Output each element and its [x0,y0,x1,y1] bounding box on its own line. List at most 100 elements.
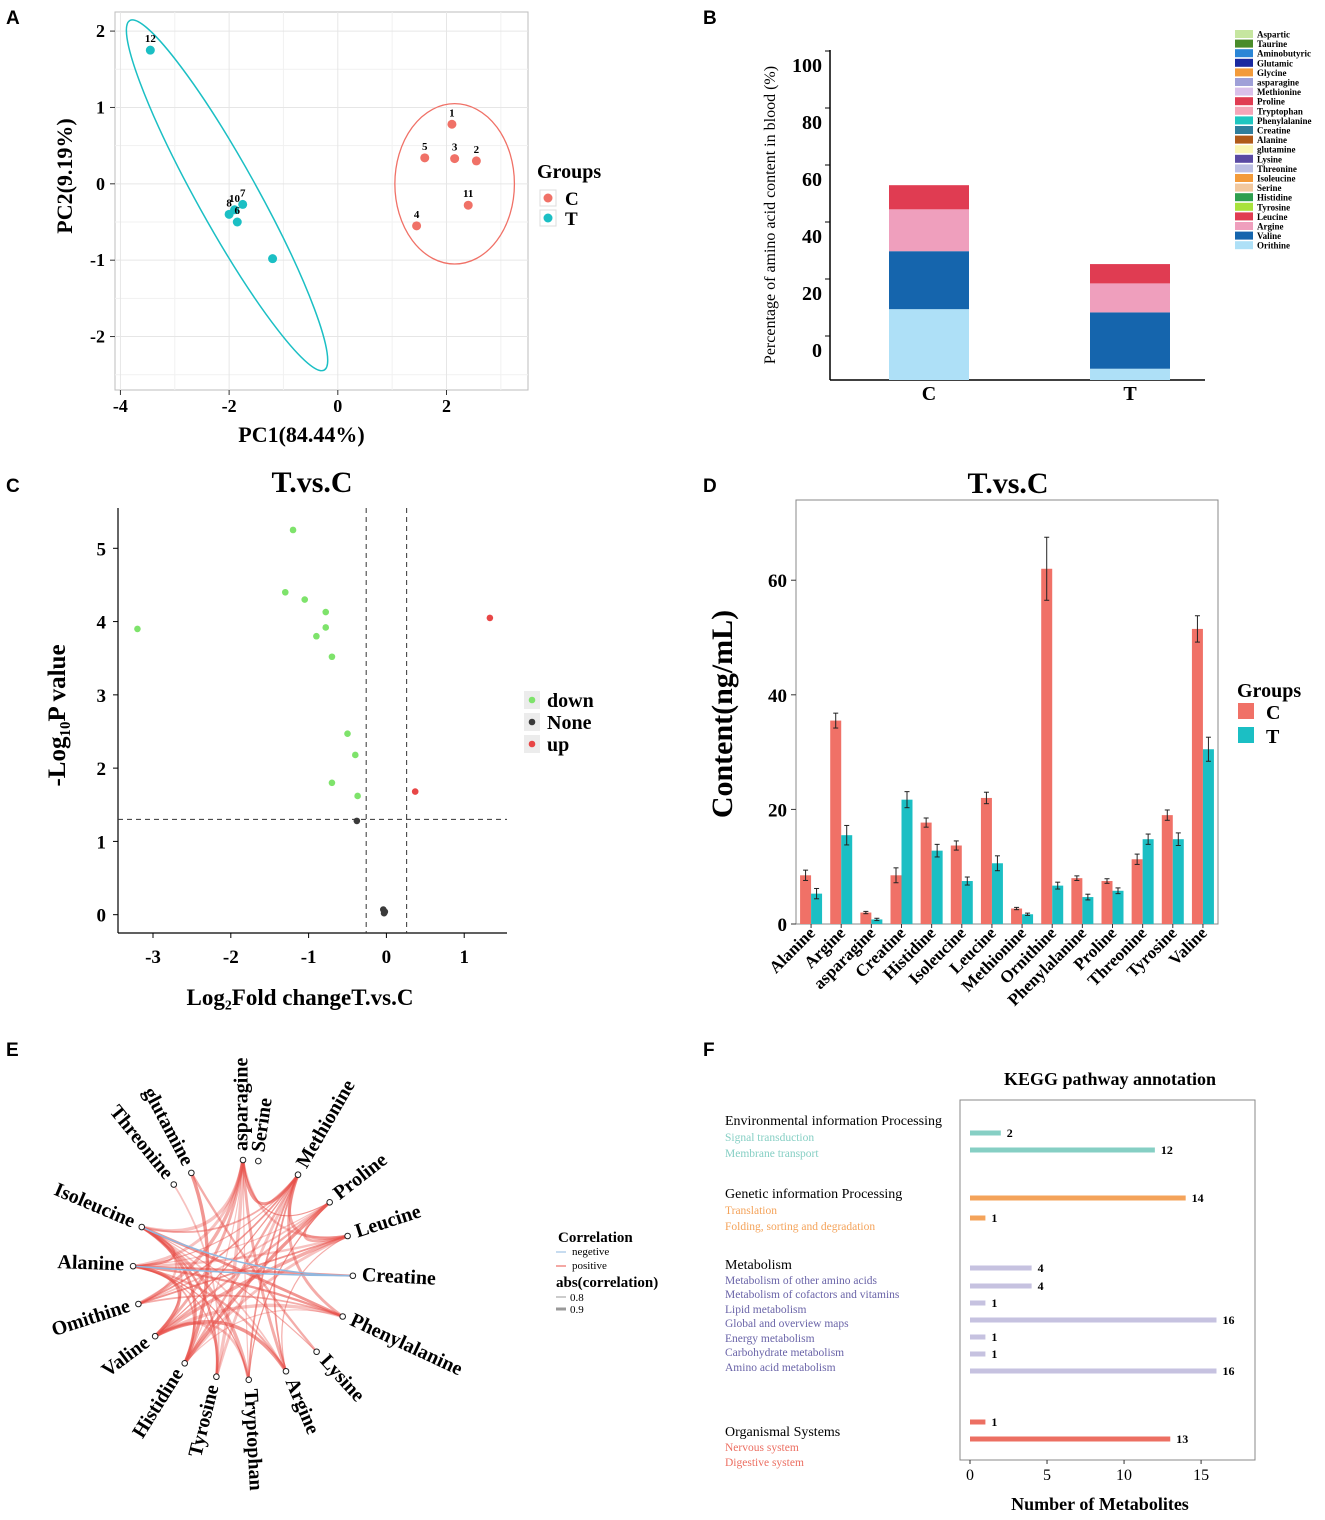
panel-label-f: F [703,1040,715,1061]
legend-swatch-Aspartic [1235,30,1253,38]
node-label: Tyrosine [184,1382,223,1459]
node-Proline [326,1198,333,1206]
bar-T [1172,839,1184,924]
y-tick-label: 20 [768,800,787,821]
legend-title: Correlation [558,1230,633,1246]
plot-area [959,1099,1256,1461]
legend-label: Alanine [1257,135,1287,145]
legend-label: Tryptophan [1257,106,1303,116]
node-label: Histidine [128,1364,188,1442]
amino-acid-composition-chart: 0 20 40 60 80 100 C T Percentage of amino acid c… [762,30,1312,406]
node-Alanine [129,1262,137,1270]
legend-swatch-asparagine [1235,78,1253,86]
x-tick-label: 2 [442,396,451,416]
bar-C [800,875,812,924]
bar-C [830,720,842,924]
legend-label: None [547,712,592,734]
point-up [411,788,419,795]
node-label: Isoleucine [51,1179,138,1233]
stack-segment-Orithine [1090,368,1170,380]
x-axis-title: Log₂Fold changeT.vs.C [187,985,414,1010]
point-label: 8 [226,197,232,209]
node-label: Proline [329,1149,391,1204]
legend-swatch-Glutamic [1235,58,1253,67]
point-label: 3 [452,142,458,154]
y-tick-label: 40 [802,226,822,248]
y-tick-label: 4 [97,613,107,634]
point-down [134,625,141,633]
legend-label: Argine [1257,222,1284,232]
legend-swatch-C [1238,703,1254,719]
legend-label: up [547,734,569,756]
edge-positive [154,1322,250,1381]
legend-swatch-Orithine [1235,241,1253,250]
legend-label: Histidine [1257,193,1292,203]
node-label: Alanine [57,1251,125,1275]
item-label: Lipid metabolism [725,1304,807,1316]
ellipse-C [394,102,516,265]
bar-value-label: 16 [1222,1364,1234,1378]
node-asparagine [239,1156,247,1164]
bar-C [950,845,962,924]
x-tick-label: -3 [145,947,161,968]
point-down [289,526,297,534]
bar-C [860,912,872,924]
bar-2 [970,1317,1217,1323]
chart-title: KEGG pathway annotation [1004,1069,1216,1089]
node-label: Valine [98,1332,154,1382]
legend-title: Groups [537,161,601,183]
bar-C [1131,859,1143,924]
edge-positive [133,1234,348,1268]
bar-T [871,919,883,924]
legend-label: C [1266,702,1280,724]
legend-label: Aspartic [1257,30,1290,40]
x-tick-label: 1 [459,947,469,968]
edge-positive [141,1226,318,1353]
bar-C [920,822,932,924]
point-label: 10 [229,193,241,205]
edge-positive [133,1225,176,1268]
y-tick-label: 60 [802,169,822,191]
panel-label-c: C [6,476,20,497]
point-up [486,614,494,622]
node-label: Tryptophan [240,1388,267,1491]
bar-C [1191,628,1203,924]
bar-value-label: 1 [991,1415,997,1429]
node-label: Methionine [292,1076,360,1172]
group-title: Metabolism [725,1258,792,1273]
y-tick-label: 0 [812,340,822,362]
bar-value-label: 12 [1161,1143,1173,1157]
edge-positive [138,1294,343,1318]
y-tick-label: 60 [768,571,787,592]
item-label: Translation [725,1205,777,1217]
edge-positive [242,1159,330,1217]
y-tick-label: 20 [802,283,822,305]
bar-C [1161,815,1173,924]
item-label: Folding, sorting and degradation [725,1221,875,1233]
legend-label: asparagine [1257,78,1299,88]
bar-T [811,893,823,924]
bar-value-label: 1 [991,1347,997,1361]
stack-segment-Argine [1090,283,1170,313]
x-tick-label: C [922,383,936,405]
legend-label: Creatine [1257,126,1290,136]
bar-C [1041,568,1053,924]
node-Valine [151,1332,159,1340]
correlation-network: Serine MethionineProlineLeucineCreatinePh… [49,1058,658,1492]
stack-segment-Valine [1090,312,1170,369]
legend-label: Methionine [1257,87,1301,97]
group-title: Environmental information Processing [725,1114,942,1129]
bar-C [1011,908,1023,924]
node-Tyrosine [213,1373,220,1381]
edge-negative [141,1226,353,1277]
kegg-annotation-chart: 0 5 10 15 KEGG pathway annotation Number of M… [725,1069,1256,1514]
point-T [224,209,234,219]
point-label: 11 [463,188,473,200]
bar-value-label: 1 [991,1330,997,1344]
point-down [322,624,330,631]
bar-3 [970,1419,986,1425]
node-Leucine [344,1232,351,1240]
legend-label: Threonine [1257,164,1297,174]
legend-label: Glycine [1257,68,1287,78]
legend-label: Leucine [1257,212,1288,222]
